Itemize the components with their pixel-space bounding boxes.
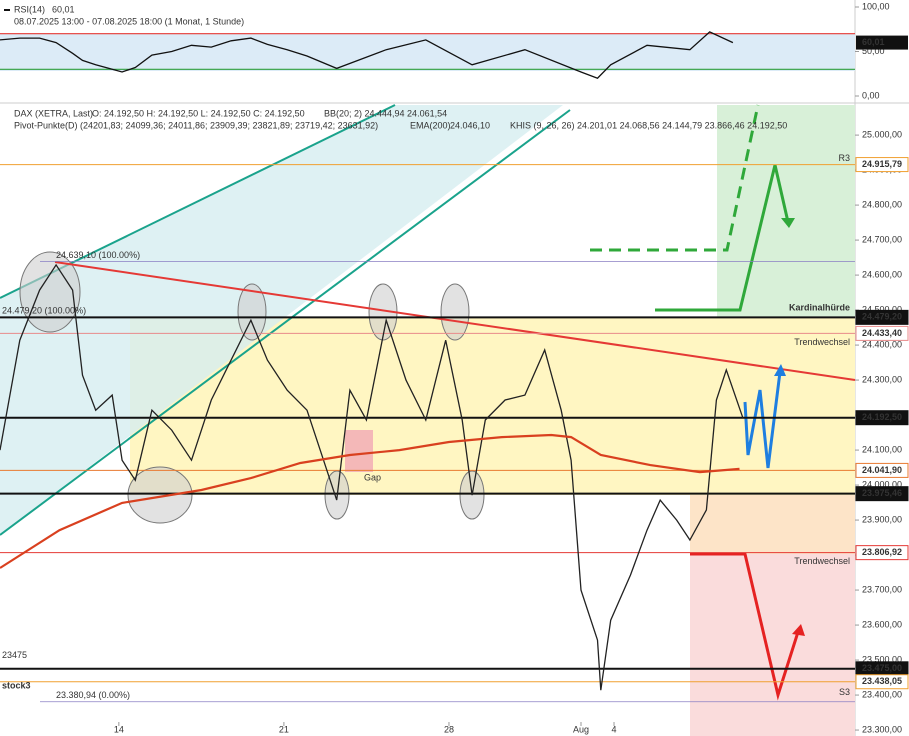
y-tick-label: 25.000,00 bbox=[862, 129, 902, 139]
scenario-arrow bbox=[655, 164, 790, 312]
fib-label: 23.380,94 (0.00%) bbox=[56, 690, 130, 700]
chart-subtitle: 08.07.2025 13:00 - 07.08.2025 18:00 (1 M… bbox=[14, 16, 244, 26]
level-label: 24.433,40 bbox=[862, 328, 902, 338]
y-tick-label: 24.400,00 bbox=[862, 339, 902, 349]
y-tick-label: 0,00 bbox=[862, 90, 880, 100]
level-label: 23.438,05 bbox=[862, 676, 902, 686]
x-tick-label: 4 bbox=[612, 724, 617, 734]
scenario-arrow bbox=[743, 371, 782, 469]
arrow-head bbox=[774, 364, 786, 376]
indicator-bb: BB(20; 2) 24.444,94 24.061,54 bbox=[324, 108, 447, 118]
y-tick-label: 23.600,00 bbox=[862, 619, 902, 629]
y-tick-label: 24.100,00 bbox=[862, 444, 902, 454]
ellipse bbox=[237, 283, 267, 341]
legend-name: DAX (XETRA, Last) bbox=[14, 108, 93, 118]
fib-label: 24.479,20 (100.00%) bbox=[2, 306, 86, 316]
level-box bbox=[855, 309, 909, 325]
warning-zone bbox=[690, 495, 855, 554]
y-tick-label: 23.700,00 bbox=[862, 584, 902, 594]
arrow-head bbox=[792, 624, 805, 636]
legend-value: 24.046,10 bbox=[450, 120, 490, 130]
y-tick-label: 24.800,00 bbox=[862, 199, 902, 209]
ellipse bbox=[19, 251, 81, 333]
level-text: 23475 bbox=[2, 650, 27, 660]
level-text: Kardinalhürde bbox=[789, 303, 850, 313]
legend-swatch bbox=[4, 9, 10, 11]
legend-name: EMA(200) bbox=[410, 120, 451, 130]
ellipse bbox=[440, 283, 470, 341]
scenario-arrow bbox=[590, 104, 760, 252]
level-text: Trendwechsel bbox=[794, 337, 850, 347]
y-tick-label: 50,00 bbox=[862, 46, 885, 56]
indicator-khis: KHIS (9, 26, 26) 24.201,01 24.068,56 24.… bbox=[510, 120, 787, 130]
x-tick-label: Aug bbox=[573, 724, 589, 734]
y-tick-label: 23.500,00 bbox=[862, 654, 902, 664]
y-tick-label: 23.400,00 bbox=[862, 689, 902, 699]
y-tick-label: 23.900,00 bbox=[862, 514, 902, 524]
series-line bbox=[0, 433, 740, 569]
x-tick-label: 14 bbox=[114, 724, 124, 734]
level-label: 23.806,92 bbox=[862, 547, 902, 557]
y-tick-label: 23.300,00 bbox=[862, 724, 902, 734]
last-value-label: 60,01 bbox=[862, 37, 885, 47]
level-box bbox=[855, 462, 909, 478]
level-box bbox=[855, 325, 909, 341]
x-tick-label: 21 bbox=[279, 724, 289, 734]
level-box bbox=[855, 674, 909, 690]
y-tick-label: 100,00 bbox=[862, 1, 890, 11]
legend-value: 60,01 bbox=[52, 4, 75, 14]
level-label: 24.915,79 bbox=[862, 159, 902, 169]
series-line bbox=[0, 31, 734, 79]
y-tick-label: 24.000,00 bbox=[862, 479, 902, 489]
level-box bbox=[855, 486, 909, 502]
legend-ohlc: O: 24.192,50 H: 24.192,50 L: 24.192,50 C… bbox=[92, 108, 305, 118]
level-box bbox=[855, 410, 909, 426]
level-label: 23.475,00 bbox=[862, 663, 902, 673]
x-tick-label: 28 bbox=[444, 724, 454, 734]
pattern-ellipses bbox=[19, 251, 485, 524]
level-label: 24.192,50 bbox=[862, 412, 902, 422]
watermark: stock3 bbox=[2, 680, 31, 690]
level-label: 24.041,90 bbox=[862, 465, 902, 475]
channel-fill bbox=[0, 105, 563, 535]
level-text: S3 bbox=[839, 687, 850, 697]
gap-label: Gap bbox=[364, 472, 381, 482]
level-box bbox=[855, 545, 909, 561]
scenario-arrow bbox=[690, 552, 800, 701]
resistance-trendline bbox=[54, 261, 856, 381]
level-box bbox=[855, 157, 909, 173]
y-tick-label: 24.600,00 bbox=[862, 269, 902, 279]
bear-zone bbox=[690, 554, 855, 736]
arrow-head bbox=[781, 218, 795, 228]
y-tick-label: 24.300,00 bbox=[862, 374, 902, 384]
level-label: 24.479,20 bbox=[862, 312, 902, 322]
y-tick-label: 24.700,00 bbox=[862, 234, 902, 244]
level-text: R3 bbox=[838, 153, 850, 163]
level-text: Trendwechsel bbox=[794, 556, 850, 566]
gap-box bbox=[345, 430, 373, 472]
series-line bbox=[0, 263, 744, 691]
legend-name: RSI(14) bbox=[14, 4, 45, 14]
y-tick-label: 24.500,00 bbox=[862, 304, 902, 314]
last-value-box bbox=[856, 35, 908, 50]
fib-label: 24.639,10 (100.00%) bbox=[56, 250, 140, 260]
indicator-pivot: Pivot-Punkte(D) (24201,83; 24099,36; 240… bbox=[14, 120, 378, 130]
level-label: 23.975,46 bbox=[862, 488, 902, 498]
channel-line bbox=[0, 109, 571, 536]
ellipse bbox=[127, 466, 193, 524]
